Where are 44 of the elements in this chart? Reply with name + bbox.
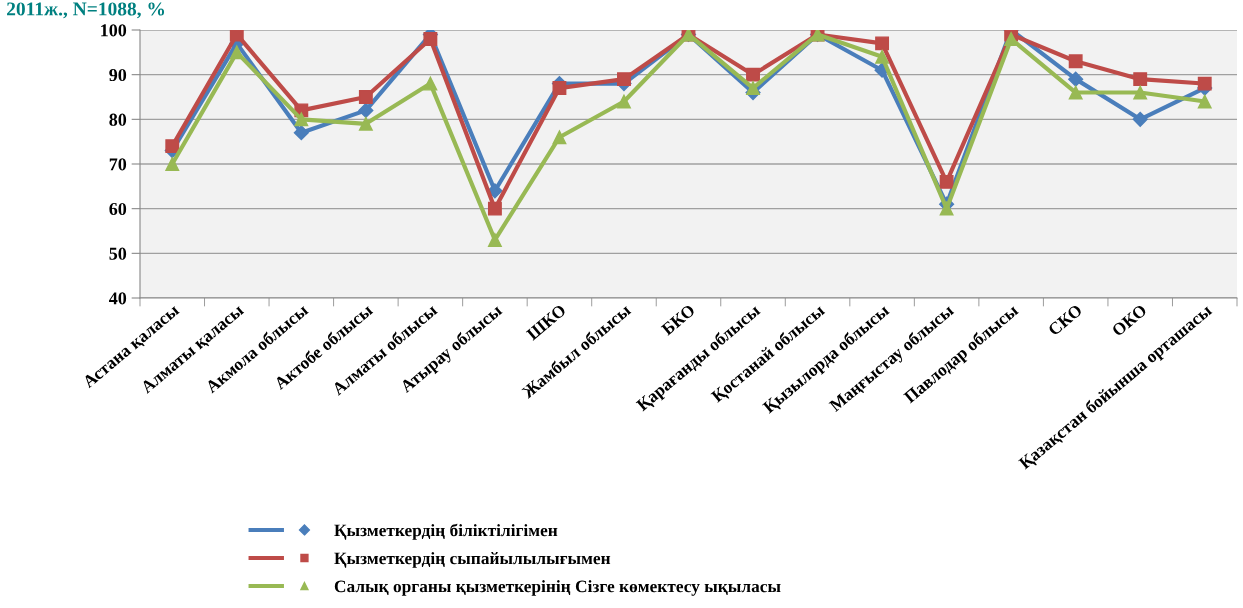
point	[1068, 71, 1084, 87]
point	[617, 72, 631, 87]
point	[229, 30, 244, 42]
x-tick-label: СКО	[1047, 303, 1083, 337]
point	[617, 94, 631, 109]
point	[746, 67, 760, 82]
point	[423, 76, 438, 91]
point	[358, 90, 373, 104]
point	[487, 232, 502, 247]
legend-label: Салық органы қызметкерінің Сізге көмектесу ықыласы	[334, 580, 781, 596]
point	[939, 201, 954, 216]
point	[1197, 76, 1212, 91]
y-tick-label: 50	[109, 247, 127, 260]
y-tick-label: 60	[109, 202, 127, 216]
point	[1133, 72, 1148, 87]
point	[358, 102, 374, 118]
point	[1068, 54, 1083, 69]
y-tick-label: 100	[101, 24, 127, 37]
y-tick-label: 70	[109, 158, 127, 171]
y-tick-label: 80	[109, 113, 127, 126]
point	[1068, 85, 1083, 100]
chart-title: 2011ж., N=1088, %	[7, 2, 165, 19]
point	[746, 81, 760, 96]
point	[293, 125, 309, 141]
point	[939, 174, 954, 189]
y-tick-label: 40	[109, 292, 127, 305]
point	[487, 201, 502, 216]
point	[358, 116, 373, 131]
point	[1132, 111, 1148, 127]
point	[1133, 85, 1148, 100]
x-tick-label: ОКО	[1111, 303, 1148, 337]
y-tick-label: 90	[109, 68, 127, 82]
point	[1197, 94, 1212, 109]
point	[229, 45, 244, 60]
point	[1004, 31, 1019, 46]
legend-label: Қызметкердің біліктілігімен	[334, 523, 558, 540]
point	[875, 49, 890, 64]
legend-label: Қызметкердің сыпайылылығымен	[334, 552, 611, 568]
point	[165, 157, 180, 171]
point	[165, 139, 180, 154]
point	[552, 81, 567, 96]
point	[294, 112, 309, 127]
point	[875, 36, 890, 51]
point	[552, 130, 567, 145]
